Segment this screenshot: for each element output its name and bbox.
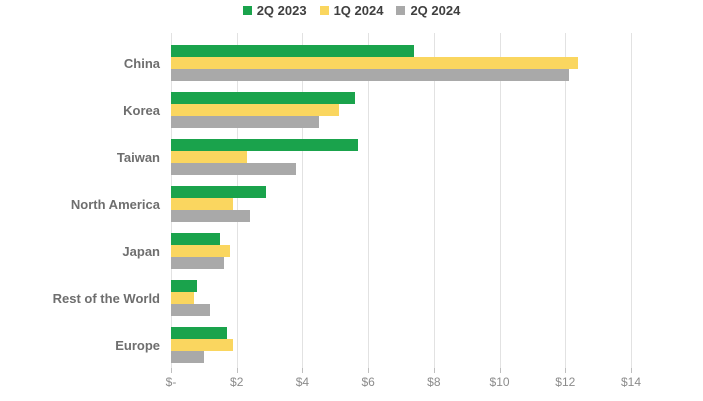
bar-2q-2023 [171, 138, 359, 151]
bar-1q-2024 [171, 338, 234, 351]
gridline [236, 33, 238, 368]
legend-label: 2Q 2023 [256, 3, 307, 18]
legend-label: 1Q 2024 [333, 3, 384, 18]
gridline [302, 33, 304, 368]
legend-swatch-icon [396, 6, 406, 15]
bar-2q-2023 [171, 279, 198, 292]
gridline [433, 33, 435, 368]
category-label: Korea [123, 102, 160, 118]
category-label: Rest of the World [52, 290, 160, 306]
gridline [368, 33, 370, 368]
category-label: Taiwan [116, 149, 160, 165]
bar-group-europe [171, 321, 631, 368]
legend-swatch-icon [319, 6, 329, 15]
axis-tick [171, 368, 172, 373]
bar-1q-2024 [171, 197, 234, 210]
x-tick-label: $10 [489, 375, 510, 389]
x-tick-label: $- [165, 375, 177, 389]
bar-2q-2023 [171, 44, 415, 57]
legend-item-2q-2023: 2Q 2023 [242, 3, 307, 18]
bar-group-rest-of-the-world [171, 274, 631, 321]
category-label: China [123, 55, 160, 71]
bar-2q-2023 [171, 232, 221, 245]
bar-group-china [171, 39, 631, 86]
legend-item-1q-2024: 1Q 2024 [319, 3, 384, 18]
legend-label: 2Q 2024 [410, 3, 461, 18]
gridline [565, 33, 567, 368]
bar-2q-2023 [171, 91, 355, 104]
x-tick-label: $14 [620, 375, 642, 389]
axis-tick [631, 368, 632, 373]
bar-2q-2024 [171, 115, 319, 128]
bar-group-korea [171, 86, 631, 133]
x-tick-label: $2 [230, 375, 244, 389]
bar-2q-2024 [171, 209, 250, 222]
bar-2q-2024 [171, 350, 204, 363]
x-tick-label: $4 [295, 375, 310, 389]
bar-2q-2023 [171, 326, 227, 339]
bar-2q-2024 [171, 256, 224, 269]
plot-area [171, 33, 632, 373]
chart-legend: 2Q 2023 1Q 2024 2Q 2024 [0, 4, 703, 17]
axis-tick [565, 368, 567, 373]
gridline [499, 33, 501, 368]
bar-2q-2024 [171, 162, 296, 175]
bar-2q-2024 [171, 303, 211, 316]
axis-tick [499, 368, 501, 373]
gridline [631, 33, 632, 368]
axis-tick [302, 368, 304, 373]
axis-tick [433, 368, 435, 373]
bar-1q-2024 [171, 56, 579, 69]
legend-swatch-icon [242, 6, 252, 15]
axis-tick [368, 368, 370, 373]
bars-layer [171, 39, 631, 368]
category-label: Japan [122, 243, 160, 259]
bar-group-north-america [171, 180, 631, 227]
bar-1q-2024 [171, 150, 247, 163]
category-label: Europe [115, 337, 160, 353]
axis-tick [236, 368, 238, 373]
legend-item-2q-2024: 2Q 2024 [396, 4, 460, 17]
x-tick-label: $8 [427, 375, 441, 389]
bar-1q-2024 [171, 103, 339, 116]
bar-1q-2024 [171, 291, 194, 304]
bar-1q-2024 [171, 244, 231, 257]
x-tick-label: $12 [555, 375, 576, 389]
category-label: North America [70, 196, 160, 212]
x-tick-label: $6 [361, 375, 375, 389]
bar-2q-2024 [171, 68, 569, 81]
bar-group-japan [171, 227, 631, 274]
bar-2q-2023 [171, 185, 267, 198]
bar-group-taiwan [171, 133, 631, 180]
